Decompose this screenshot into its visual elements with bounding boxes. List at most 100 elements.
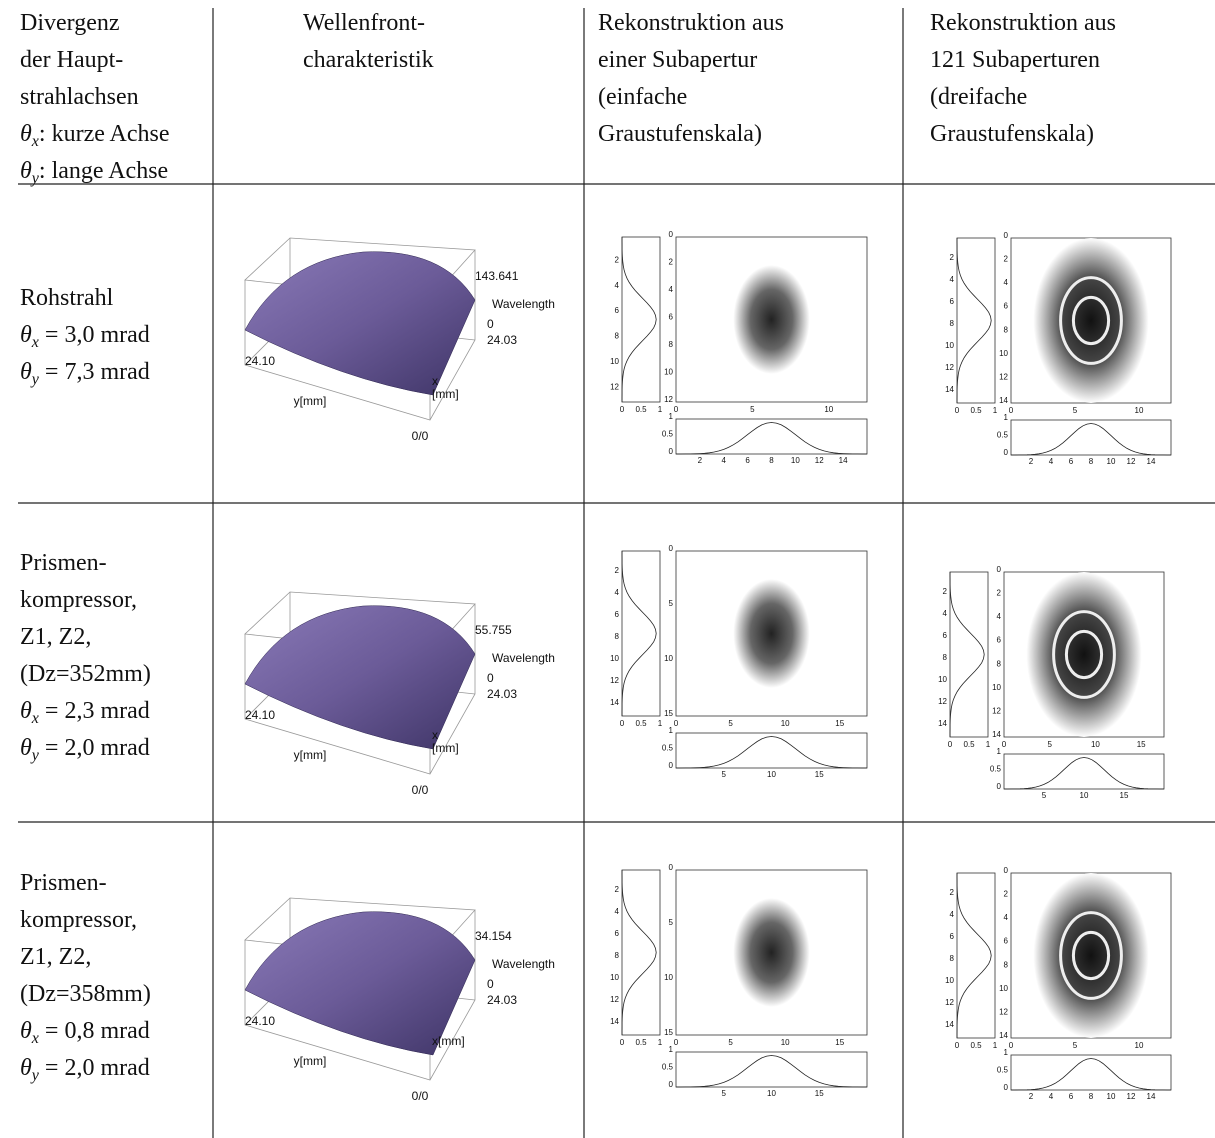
- tick-label: 12: [815, 456, 824, 465]
- tick-label: 12: [1127, 457, 1136, 466]
- row-label: Z1, Z2,: [20, 624, 91, 650]
- tick-label: 2: [698, 456, 703, 465]
- tick-label: 4: [1049, 1092, 1054, 1101]
- row-label: θx = 0,8 mrad: [20, 1018, 150, 1047]
- header-text: charakteristik: [303, 47, 434, 73]
- math-sub: x: [31, 334, 39, 351]
- tick-label: 10: [999, 984, 1008, 993]
- tick-label: 10: [664, 973, 673, 982]
- tick-label: 0: [669, 761, 674, 770]
- tick-label: 5: [1073, 406, 1078, 415]
- tick-label: 10: [1135, 406, 1144, 415]
- tick-label: 1: [986, 740, 991, 749]
- tick-label: 10: [999, 349, 1008, 358]
- tick-label: 10: [791, 456, 800, 465]
- axis-label: 143.641: [475, 269, 519, 283]
- tick-label: 6: [615, 929, 620, 938]
- math-rest: = 3,0 mrad: [39, 322, 150, 348]
- tick-label: 15: [815, 770, 824, 779]
- wavefront-plot: 34.154Wavelength024.0324.10y[mm]x[mm]0/0: [245, 898, 555, 1103]
- tick-label: 4: [615, 907, 620, 916]
- bottom-profile-curve: [676, 1056, 867, 1088]
- tick-label: 2: [669, 258, 674, 267]
- row-label: θy = 2,0 mrad: [20, 1055, 150, 1084]
- tick-label: 8: [615, 632, 620, 641]
- math-rest: = 0,8 mrad: [39, 1018, 150, 1044]
- wavefront-plot: 143.641Wavelength024.0324.10y[mm]x[mm]0/…: [245, 238, 555, 443]
- side-profile-curve: [950, 572, 984, 737]
- tick-label: 0.5: [970, 1041, 982, 1050]
- tick-label: 5: [669, 599, 674, 608]
- axis-label: 24.10: [245, 1014, 275, 1028]
- math-var: θ: [20, 735, 32, 761]
- tick-label: 4: [722, 456, 727, 465]
- axis-label: 24.03: [487, 333, 517, 347]
- math-var: θ: [20, 322, 32, 348]
- tick-label: 2: [1029, 457, 1034, 466]
- tick-label: 10: [1080, 791, 1089, 800]
- bottom-profile-axes: [676, 733, 867, 768]
- row-label: Prismen-: [20, 870, 107, 896]
- axis-label: [mm]: [432, 741, 459, 755]
- tick-label: 0.5: [963, 740, 975, 749]
- axis-label: 24.10: [245, 354, 275, 368]
- axis-label: Wavelength: [492, 957, 555, 971]
- math-rest: = 2,3 mrad: [39, 698, 150, 724]
- tick-label: 8: [769, 456, 774, 465]
- axis-label: Wavelength: [492, 651, 555, 665]
- tick-label: 6: [669, 313, 674, 322]
- axis-label: y[mm]: [294, 748, 327, 762]
- tick-label: 15: [1120, 791, 1129, 800]
- side-profile-curve: [957, 873, 991, 1038]
- tick-label: 0.5: [635, 719, 647, 728]
- tick-label: 15: [835, 719, 844, 728]
- tick-label: 0: [1004, 1083, 1009, 1092]
- axis-label: 24.10: [245, 708, 275, 722]
- tick-label: 10: [992, 683, 1001, 692]
- wavefront-surface: [245, 252, 475, 395]
- tick-label: 12: [945, 363, 954, 372]
- math-var: θ: [20, 1018, 32, 1044]
- tick-label: 4: [950, 275, 955, 284]
- axis-label: 0: [487, 317, 494, 331]
- tick-label: 12: [1127, 1092, 1136, 1101]
- math-var: θ: [20, 359, 32, 385]
- tick-label: 10: [781, 719, 790, 728]
- tick-label: 0: [955, 1041, 960, 1050]
- tick-label: 10: [1107, 457, 1116, 466]
- side-profile-curve: [957, 238, 991, 403]
- axis-label: x: [432, 374, 438, 388]
- tick-label: 10: [824, 405, 833, 414]
- header-text: θy: lange Achse: [20, 158, 168, 187]
- tick-label: 10: [1091, 740, 1100, 749]
- tick-label: 8: [1089, 457, 1094, 466]
- tick-label: 0: [1009, 1041, 1014, 1050]
- tick-label: 6: [1069, 1092, 1074, 1101]
- tick-label: 8: [997, 659, 1002, 668]
- tick-label: 8: [1089, 1092, 1094, 1101]
- side-profile-axes: [950, 572, 988, 737]
- row-label: θx = 3,0 mrad: [20, 322, 150, 351]
- header-text: Rekonstruktion aus: [930, 10, 1116, 36]
- tick-label: 4: [669, 285, 674, 294]
- tick-label: 1: [993, 1041, 998, 1050]
- header-text: Wellenfront-: [303, 10, 425, 36]
- tick-label: 10: [1135, 1041, 1144, 1050]
- tick-label: 5: [728, 719, 733, 728]
- tick-label: 2: [1004, 255, 1009, 264]
- tick-label: 1: [669, 726, 674, 735]
- bottom-profile-axes: [1011, 1055, 1171, 1090]
- row-label: θy = 7,3 mrad: [20, 359, 150, 388]
- tick-label: 2: [1029, 1092, 1034, 1101]
- tick-label: 14: [610, 698, 619, 707]
- tick-label: 8: [669, 340, 674, 349]
- tick-label: 8: [943, 653, 948, 662]
- row-label: Rohstrahl: [20, 285, 114, 311]
- tick-label: 15: [835, 1038, 844, 1047]
- tick-label: 6: [615, 610, 620, 619]
- tick-label: 0: [955, 406, 960, 415]
- axis-label: 0/0: [412, 1089, 429, 1103]
- tick-label: 6: [1004, 302, 1009, 311]
- tick-label: 14: [938, 719, 947, 728]
